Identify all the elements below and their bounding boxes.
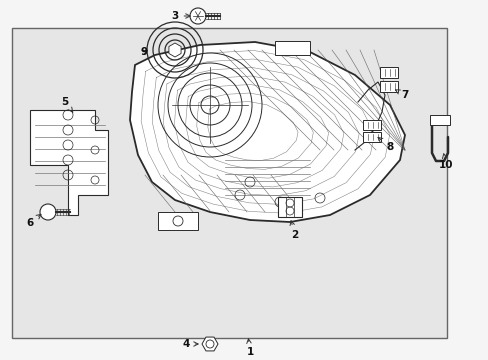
Text: 2: 2 (289, 221, 298, 240)
Text: 7: 7 (395, 90, 408, 100)
Text: 1: 1 (246, 339, 253, 357)
Bar (362, 120, 380, 130)
Polygon shape (168, 43, 181, 57)
Text: 10: 10 (438, 154, 452, 170)
Bar (429, 115, 449, 125)
Bar (278, 197, 302, 217)
Bar (362, 132, 380, 142)
Text: 4: 4 (182, 339, 198, 349)
Bar (158, 212, 198, 230)
Polygon shape (202, 337, 218, 351)
Bar (274, 41, 309, 55)
Bar (379, 81, 397, 92)
Bar (379, 67, 397, 78)
Circle shape (40, 204, 56, 220)
Bar (12, 28, 446, 338)
Text: 9: 9 (140, 47, 147, 57)
Text: 3: 3 (171, 11, 190, 21)
Polygon shape (130, 42, 404, 222)
Text: 6: 6 (26, 215, 41, 228)
Text: 5: 5 (61, 97, 73, 112)
Text: 8: 8 (377, 138, 393, 152)
Circle shape (190, 8, 205, 24)
Polygon shape (30, 110, 108, 215)
